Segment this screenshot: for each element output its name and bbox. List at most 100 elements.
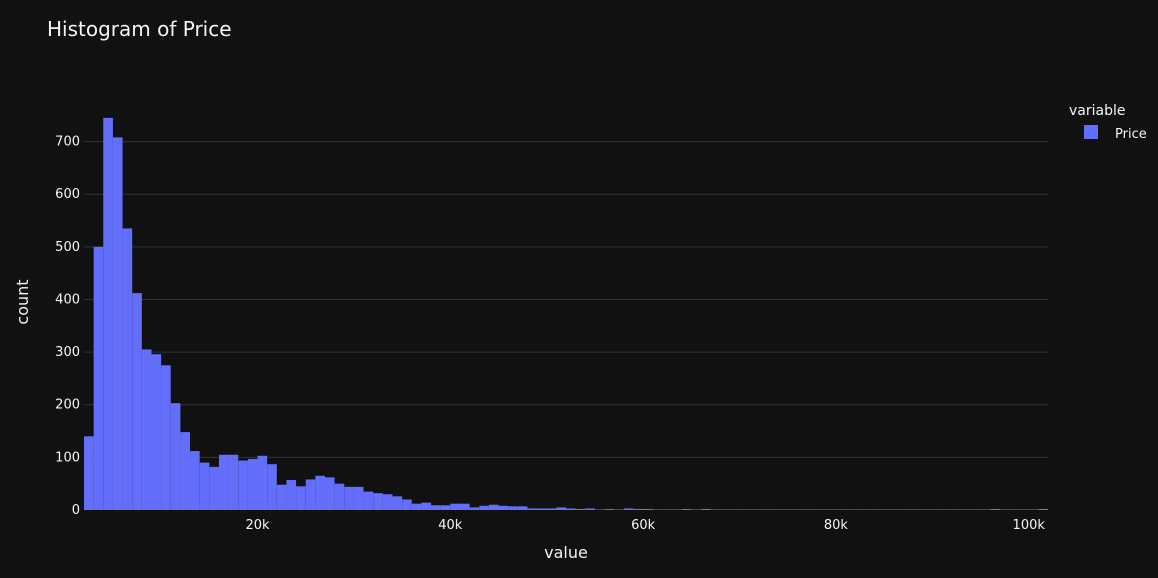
histogram-bar[interactable]: [575, 508, 586, 510]
histogram-bar[interactable]: [594, 509, 605, 510]
histogram-bar[interactable]: [941, 509, 952, 510]
histogram-bar[interactable]: [84, 436, 94, 510]
histogram-bar[interactable]: [700, 508, 711, 510]
histogram-bar[interactable]: [353, 486, 364, 510]
histogram-bar[interactable]: [643, 508, 653, 510]
histogram-bar[interactable]: [797, 509, 807, 510]
histogram-bar[interactable]: [517, 506, 528, 510]
histogram-bar[interactable]: [623, 508, 634, 510]
histogram-bar[interactable]: [161, 365, 171, 510]
histogram-bar[interactable]: [652, 509, 663, 510]
histogram-bar[interactable]: [382, 494, 393, 510]
histogram-bar[interactable]: [411, 503, 422, 510]
histogram-bar[interactable]: [884, 509, 894, 510]
histogram-bar[interactable]: [922, 509, 933, 510]
histogram-bar[interactable]: [238, 460, 248, 510]
histogram-bar[interactable]: [247, 458, 258, 510]
legend-item-price[interactable]: Price: [1084, 125, 1147, 142]
histogram-bar[interactable]: [537, 508, 547, 510]
histogram-bar[interactable]: [729, 509, 740, 510]
histogram-bar[interactable]: [450, 503, 460, 510]
histogram-bar[interactable]: [893, 509, 904, 510]
histogram-bar[interactable]: [816, 509, 827, 510]
histogram-bar[interactable]: [672, 509, 682, 510]
histogram-bar[interactable]: [199, 462, 210, 510]
histogram-bar[interactable]: [710, 509, 721, 510]
histogram-bar[interactable]: [961, 509, 971, 510]
histogram-bar[interactable]: [122, 228, 133, 510]
histogram-bar[interactable]: [344, 486, 354, 510]
histogram-bar[interactable]: [479, 505, 489, 510]
histogram-bar[interactable]: [305, 479, 316, 510]
histogram-bar[interactable]: [835, 509, 846, 510]
histogram-bar[interactable]: [999, 509, 1010, 510]
histogram-bar[interactable]: [392, 496, 403, 510]
histogram-bar[interactable]: [585, 508, 595, 510]
histogram-bar[interactable]: [980, 509, 991, 510]
histogram-bar[interactable]: [431, 505, 441, 510]
histogram-bar[interactable]: [141, 349, 152, 510]
histogram-bar[interactable]: [373, 493, 383, 510]
histogram-bar[interactable]: [864, 509, 875, 510]
histogram-bar[interactable]: [421, 502, 432, 510]
histogram-bar[interactable]: [913, 509, 923, 510]
histogram-bar[interactable]: [190, 451, 200, 510]
histogram-bar[interactable]: [228, 454, 239, 510]
histogram-bar[interactable]: [826, 509, 836, 510]
histogram-bar[interactable]: [488, 504, 499, 510]
histogram-bar[interactable]: [614, 509, 624, 510]
histogram-bar[interactable]: [546, 508, 557, 510]
histogram-bar[interactable]: [508, 506, 518, 510]
histogram-bar[interactable]: [218, 454, 229, 510]
histogram-bar[interactable]: [402, 499, 412, 510]
histogram-bar[interactable]: [855, 509, 865, 510]
histogram-bar[interactable]: [498, 505, 509, 510]
histogram-bar[interactable]: [778, 509, 788, 510]
histogram-bar[interactable]: [768, 509, 779, 510]
histogram-bar[interactable]: [180, 432, 191, 510]
histogram-bar[interactable]: [257, 455, 268, 510]
histogram-bar[interactable]: [874, 509, 885, 510]
histogram-bar[interactable]: [633, 508, 644, 510]
histogram-bar[interactable]: [151, 354, 162, 510]
histogram-bar[interactable]: [1019, 509, 1029, 510]
histogram-bar[interactable]: [951, 509, 962, 510]
histogram-bar[interactable]: [103, 117, 113, 510]
histogram-bar[interactable]: [93, 246, 104, 510]
histogram-bar[interactable]: [325, 477, 335, 510]
histogram-bar[interactable]: [459, 503, 470, 510]
histogram-bar[interactable]: [334, 483, 345, 510]
histogram-bar[interactable]: [970, 509, 981, 510]
histogram-bar[interactable]: [604, 508, 615, 510]
histogram-bar[interactable]: [267, 464, 277, 510]
histogram-bar[interactable]: [527, 508, 538, 510]
histogram-bar[interactable]: [720, 509, 730, 510]
histogram-bar[interactable]: [990, 508, 1000, 510]
histogram-bar[interactable]: [112, 137, 123, 511]
histogram-bar[interactable]: [469, 507, 480, 510]
histogram-bar[interactable]: [209, 466, 219, 510]
histogram-bar[interactable]: [132, 293, 142, 510]
histogram-bar[interactable]: [556, 507, 566, 510]
histogram-bar[interactable]: [286, 480, 297, 510]
histogram-bar[interactable]: [1038, 508, 1048, 510]
histogram-bar[interactable]: [296, 486, 306, 510]
histogram-bar[interactable]: [440, 505, 451, 510]
histogram-bar[interactable]: [681, 508, 692, 510]
histogram-bar[interactable]: [807, 509, 817, 510]
histogram-bar[interactable]: [787, 509, 798, 510]
histogram-bar[interactable]: [363, 491, 374, 510]
histogram-bar[interactable]: [903, 509, 914, 510]
histogram-bar[interactable]: [749, 509, 759, 510]
histogram-bar[interactable]: [1028, 509, 1039, 510]
histogram-bar[interactable]: [276, 484, 287, 510]
histogram-bar[interactable]: [691, 509, 701, 510]
histogram-bar[interactable]: [1009, 509, 1020, 510]
histogram-bar[interactable]: [845, 509, 856, 510]
histogram-bar[interactable]: [170, 403, 181, 510]
histogram-bar[interactable]: [932, 509, 942, 510]
histogram-bar[interactable]: [758, 509, 769, 510]
histogram-bar[interactable]: [566, 508, 576, 510]
histogram-bar[interactable]: [662, 509, 673, 510]
histogram-bar[interactable]: [739, 509, 750, 510]
